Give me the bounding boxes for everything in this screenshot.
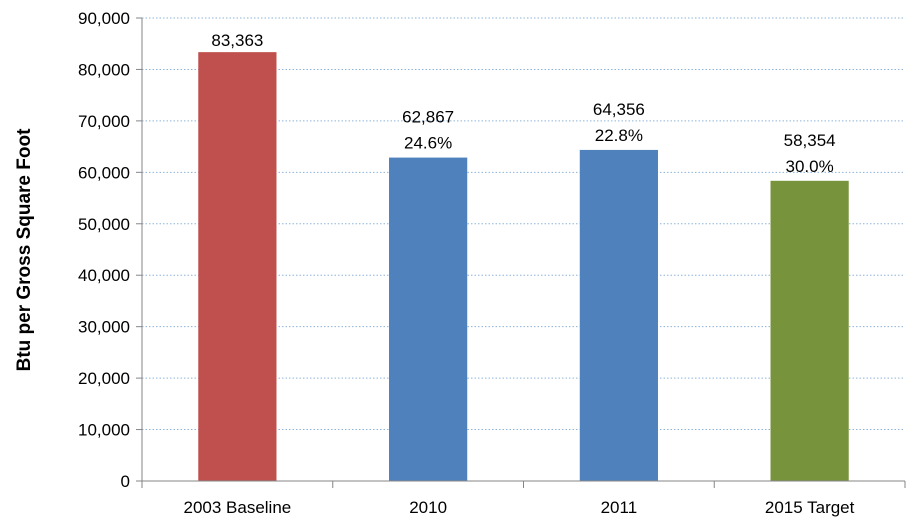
y-axis-title: Btu per Gross Square Foot — [14, 128, 35, 371]
y-tick-label: 20,000 — [78, 369, 130, 388]
bar — [389, 157, 468, 481]
bar — [579, 149, 658, 481]
y-tick-label: 30,000 — [78, 318, 130, 337]
bar — [770, 180, 849, 481]
y-tick-label: 60,000 — [78, 163, 130, 182]
bar — [198, 52, 277, 481]
y-tick-label: 90,000 — [78, 9, 130, 28]
labels: 0 10,000 20,000 30,000 40,000 50,000 60,000 70,… — [78, 9, 855, 517]
data-label-value: 83,363 — [211, 31, 263, 50]
y-tick-label: 70,000 — [78, 112, 130, 131]
x-tick-label: 2010 — [409, 498, 447, 517]
bars — [198, 52, 849, 481]
y-tick-label: 0 — [121, 472, 130, 491]
data-label-percent: 24.6% — [404, 134, 452, 153]
data-label-percent: 30.0% — [786, 157, 834, 176]
x-tick-label: 2015 Target — [765, 498, 855, 517]
data-label-value: 58,354 — [784, 131, 836, 150]
y-tick-label: 50,000 — [78, 215, 130, 234]
y-tick-label: 40,000 — [78, 266, 130, 285]
data-label-percent: 22.8% — [595, 126, 643, 145]
x-tick-label: 2003 Baseline — [183, 498, 291, 517]
data-label-value: 64,356 — [593, 100, 645, 119]
data-label-value: 62,867 — [402, 108, 454, 127]
y-tick-label: 80,000 — [78, 60, 130, 79]
axes — [136, 17, 906, 488]
y-tick-label: 10,000 — [78, 421, 130, 440]
x-tick-label: 2011 — [601, 498, 638, 517]
